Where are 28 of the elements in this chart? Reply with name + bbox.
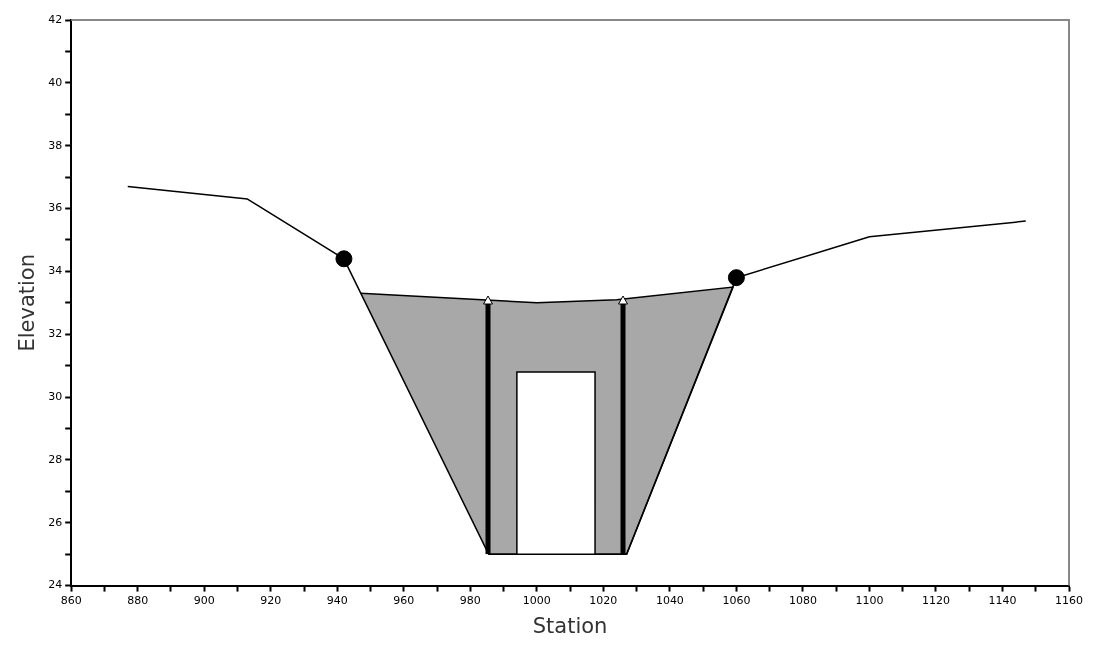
y-tick-label: 40 [48, 75, 63, 89]
y-tick-label: 32 [48, 327, 63, 341]
x-tick-label: 980 [459, 594, 481, 608]
x-tick-label: 1020 [589, 594, 618, 608]
x-tick-label: 880 [127, 594, 149, 608]
y-tick-label: 34 [48, 264, 63, 278]
y-tick-label: 26 [48, 515, 63, 529]
x-tick-label: 1060 [722, 594, 751, 608]
x-tick-label: 860 [60, 594, 82, 608]
x-tick-label: 1040 [655, 594, 684, 608]
x-tick-label: 1120 [921, 594, 950, 608]
y-axis-title: Elevation [15, 254, 40, 352]
x-tick-label: 1160 [1055, 594, 1083, 608]
x-axis-title: Station [532, 613, 608, 638]
x-tick-label: 1000 [522, 594, 551, 608]
y-tick-label: 42 [48, 12, 63, 26]
x-tick-label: 960 [393, 594, 415, 608]
y-tick-label: 30 [48, 389, 63, 403]
y-tick-label: 24 [48, 578, 63, 592]
x-tick-label: 1080 [788, 594, 817, 608]
y-tick-label: 36 [48, 201, 63, 215]
x-tick-label: 940 [326, 594, 348, 608]
x-tick-label: 1100 [855, 594, 884, 608]
x-tick-label: 920 [260, 594, 282, 608]
x-tick-label: 900 [193, 594, 215, 608]
y-tick-label: 38 [48, 138, 63, 152]
y-tick-label: 28 [48, 452, 63, 466]
x-tick-label: 1140 [988, 594, 1017, 608]
